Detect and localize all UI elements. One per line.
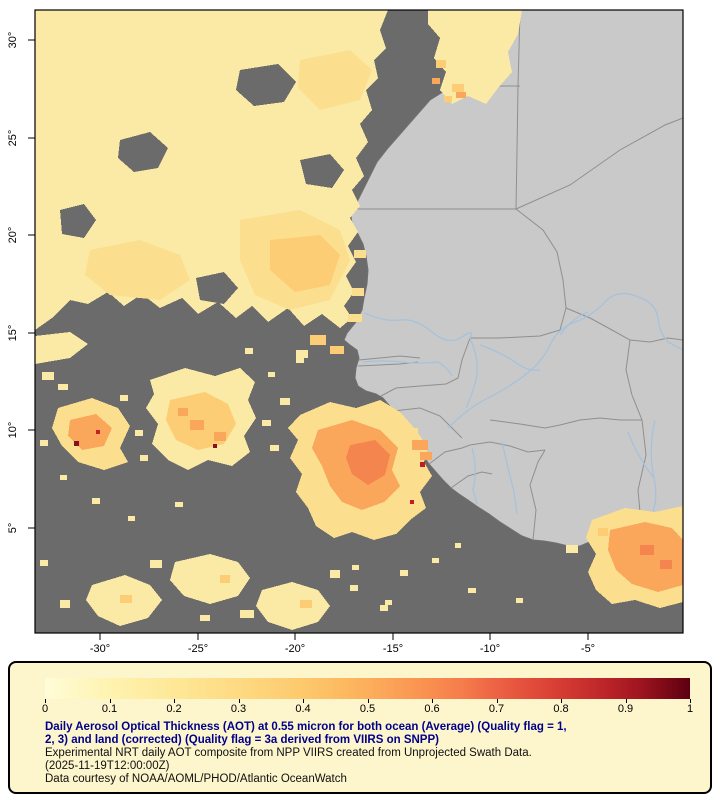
colorbar-tick-labels: 0 0.1 0.2 0.3 0.4 0.5 0.6 0.7 0.8 0.9 1 bbox=[41, 703, 694, 717]
colorbar-tickmarks bbox=[45, 699, 691, 703]
aot-map: 30° 25° 20° 15° 10° 5° -30° -25° -20° -1… bbox=[7, 9, 684, 655]
legend-box: 0 0.1 0.2 0.3 0.4 0.5 0.6 0.7 0.8 0.9 1 … bbox=[8, 661, 712, 794]
colorbar-tick-label: 1 bbox=[686, 703, 694, 715]
legend-caption: Daily Aerosol Optical Thickness (AOT) at… bbox=[45, 721, 700, 786]
x-axis-label: -15° bbox=[383, 643, 403, 655]
x-axis-label: -10° bbox=[480, 643, 500, 655]
map-frame bbox=[34, 9, 684, 634]
legend-subtitle: Experimental NRT daily AOT composite fro… bbox=[45, 747, 532, 759]
x-axis-label: -5° bbox=[581, 643, 595, 655]
y-axis-label: 5° bbox=[7, 523, 19, 534]
colorbar-tick-label: 0.5 bbox=[359, 703, 376, 715]
y-axis-label: 15° bbox=[7, 325, 19, 342]
y-axis-label: 25° bbox=[7, 130, 19, 147]
colorbar-tick-label: 0.9 bbox=[617, 703, 634, 715]
colorbar-tick-label: 0.4 bbox=[295, 703, 311, 715]
y-axis-label: 30° bbox=[7, 32, 19, 49]
aot-data-layer bbox=[35, 10, 683, 630]
colorbar-tick-label: 0.2 bbox=[166, 703, 182, 715]
colorbar-gradient bbox=[45, 678, 690, 699]
legend-credit: Data courtesy of NOAA/AOML/PHOD/Atlantic… bbox=[45, 773, 347, 785]
x-axis-label: -25° bbox=[188, 643, 208, 655]
legend-title-line2: 2, 3) and land (corrected) (Quality flag… bbox=[45, 734, 439, 746]
x-axis-label: -30° bbox=[90, 643, 110, 655]
rivers bbox=[362, 292, 684, 534]
y-axis-label: 10° bbox=[7, 422, 19, 439]
colorbar-tick-label: 0.7 bbox=[488, 703, 505, 715]
y-axis-label: 20° bbox=[7, 227, 19, 244]
colorbar-tick-label: 0.6 bbox=[424, 703, 440, 715]
x-axis-label: -20° bbox=[285, 643, 305, 655]
colorbar-tick-label: 0 bbox=[41, 703, 49, 715]
colorbar-tick-label: 0.1 bbox=[101, 703, 118, 715]
legend-timestamp: (2025-11-19T12:00:00Z) bbox=[45, 760, 170, 772]
legend-title-line1: Daily Aerosol Optical Thickness (AOT) at… bbox=[45, 721, 567, 733]
axis-ticks bbox=[28, 39, 589, 640]
aot-morocco-patch bbox=[428, 10, 522, 104]
colorbar-tick-label: 0.8 bbox=[553, 703, 569, 715]
colorbar-tick-label: 0.3 bbox=[230, 703, 247, 715]
legend-title: Daily Aerosol Optical Thickness (AOT) at… bbox=[45, 721, 700, 747]
